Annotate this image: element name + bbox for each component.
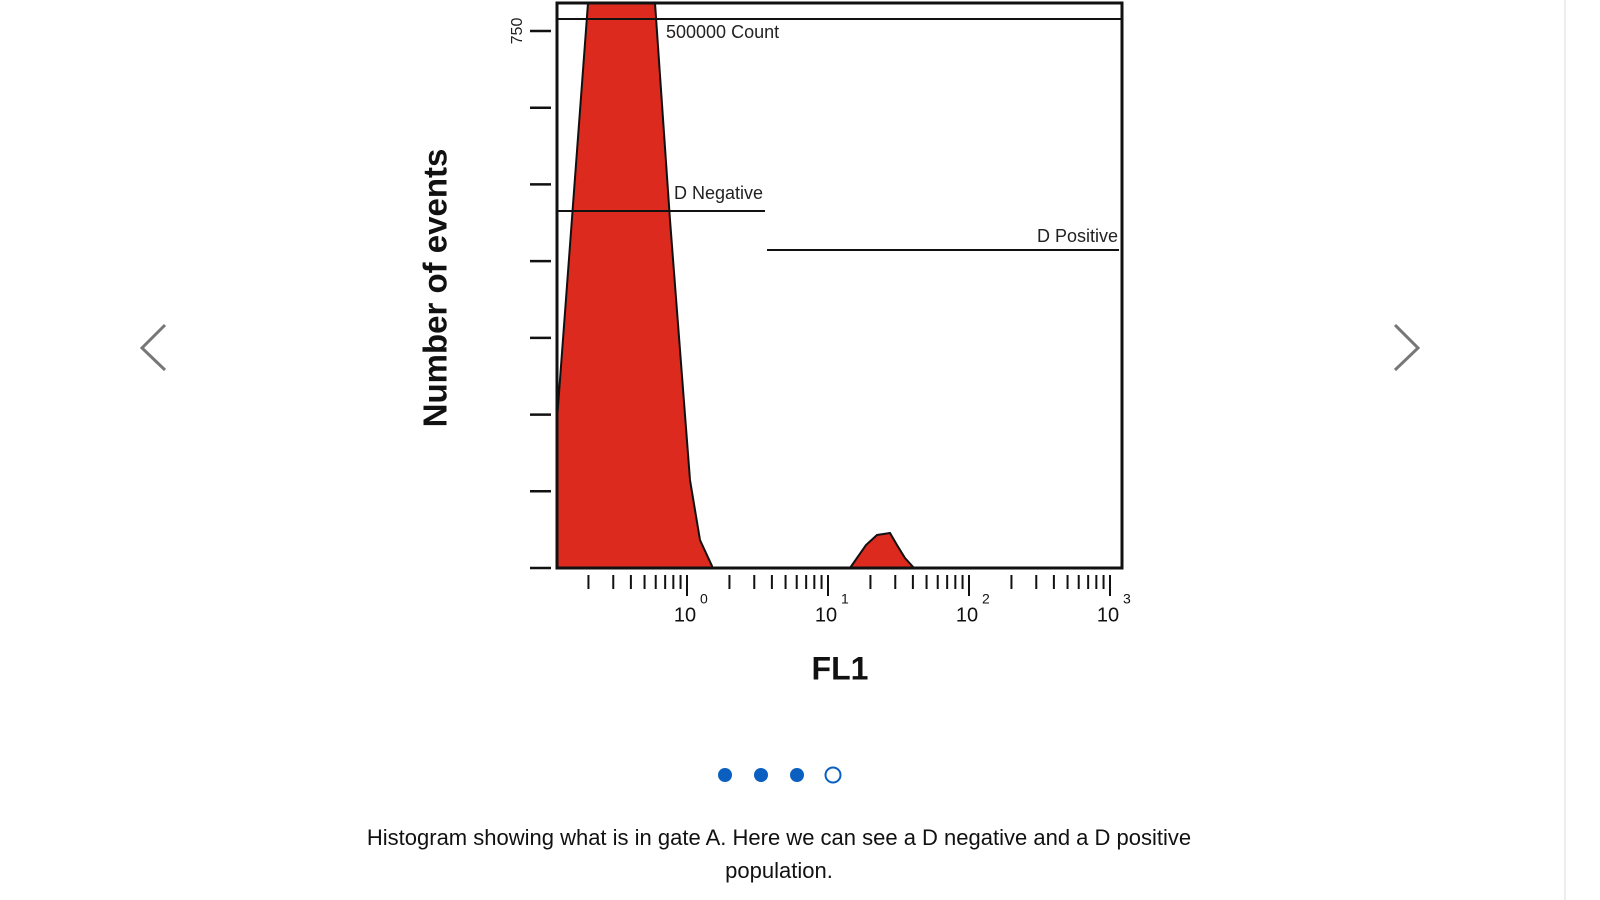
carousel-dot[interactable]	[754, 768, 768, 782]
prev-arrow[interactable]	[139, 323, 167, 372]
caption: population.	[725, 858, 833, 883]
caption: Histogram showing what is in gate A. Her…	[367, 825, 1191, 850]
x-tick-label: 10	[815, 604, 837, 626]
y-tick-label: 750	[509, 18, 526, 45]
x-tick-label: 10	[956, 604, 978, 626]
carousel-dot[interactable]	[790, 768, 804, 782]
carousel-dots	[718, 766, 842, 784]
gate-label: 500000 Count	[666, 22, 779, 42]
x-axis-label: FL1	[812, 650, 869, 686]
y-axis-label: Number of events	[417, 149, 454, 428]
x-tick-label: 10	[674, 604, 696, 626]
plot-frame	[555, 1, 1124, 570]
carousel-dot[interactable]	[718, 768, 732, 782]
x-tick-exponent: 0	[700, 591, 708, 607]
d-negative-peak	[556, 1, 713, 569]
gate-label: D Negative	[674, 183, 763, 203]
d-positive-peak	[848, 531, 917, 569]
next-arrow[interactable]	[1393, 323, 1421, 372]
x-tick-label: 10	[1097, 604, 1119, 626]
x-tick-exponent: 1	[841, 591, 849, 607]
histogram-figure: 500000 Count D Negative D Positive Numbe…	[417, 1, 1131, 686]
carousel-dot[interactable]	[824, 766, 842, 784]
gate-label: D Positive	[1037, 226, 1118, 246]
x-tick-exponent: 2	[982, 591, 990, 607]
x-tick-exponent: 3	[1123, 591, 1131, 607]
